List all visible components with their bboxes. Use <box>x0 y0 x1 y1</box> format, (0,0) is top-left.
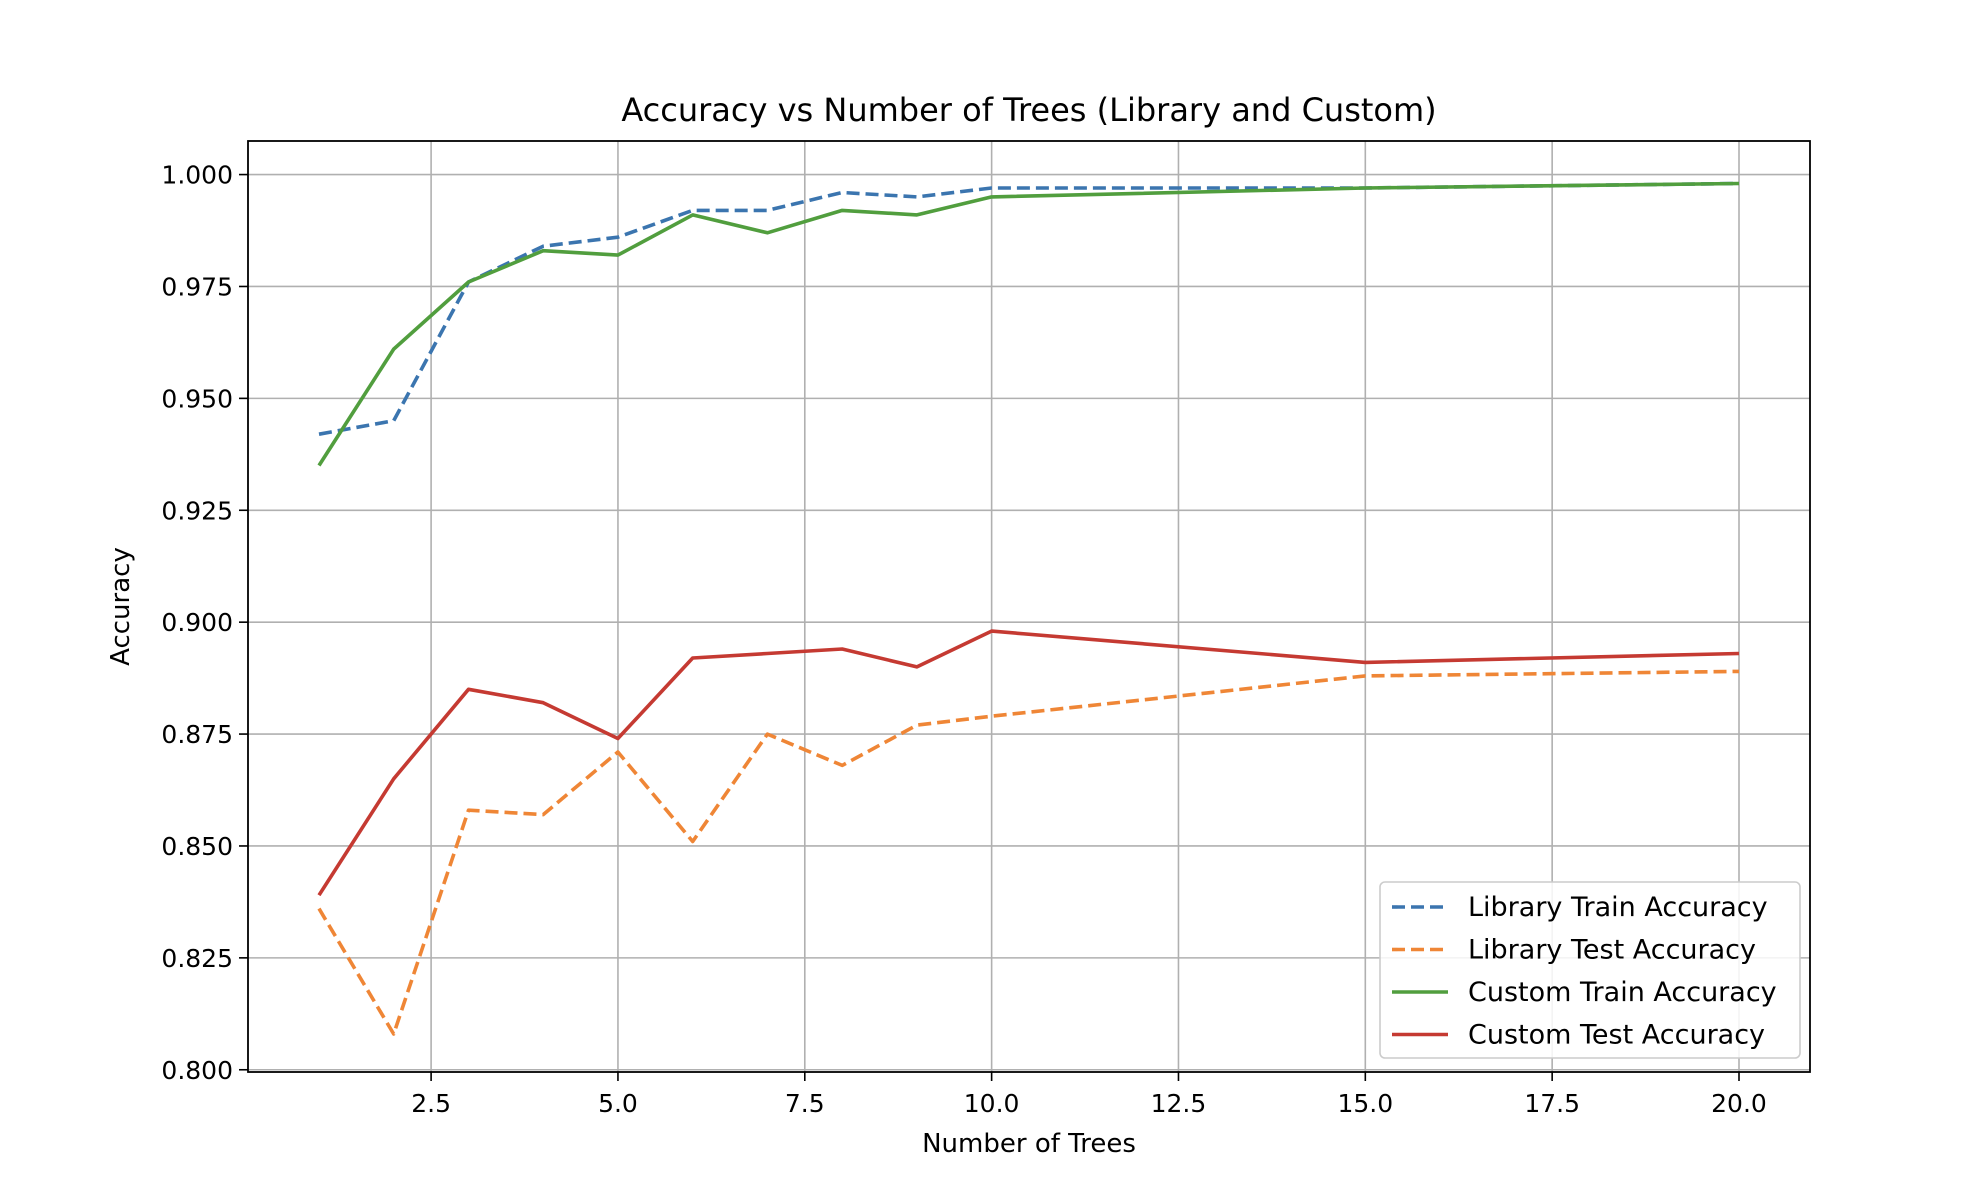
y-axis-title: Accuracy <box>106 547 136 666</box>
y-tick-label: 0.850 <box>161 832 233 861</box>
legend-box <box>1379 881 1801 1059</box>
series-line-2 <box>317 669 1740 1036</box>
y-tick-label: 1.000 <box>161 161 233 190</box>
legend-label: Library Test Accuracy <box>1468 935 1756 966</box>
legend-label: Library Train Accuracy <box>1468 892 1768 923</box>
x-tick-label: 20.0 <box>1711 1089 1767 1118</box>
x-tick-label: 2.5 <box>411 1089 451 1118</box>
y-tick-label: 0.800 <box>161 1056 233 1085</box>
legend-label: Custom Test Accuracy <box>1468 1020 1765 1051</box>
y-tick-label: 0.825 <box>161 944 233 973</box>
y-tick-label: 0.875 <box>161 720 233 749</box>
x-tick-label: 5.0 <box>598 1089 638 1118</box>
y-tick-label: 0.900 <box>161 608 233 637</box>
legend: Library Train Accuracy Library Test Accur… <box>1379 881 1801 1059</box>
series-lines <box>317 181 1740 1036</box>
series-line-4 <box>317 629 1740 897</box>
y-tick-label: 0.950 <box>161 384 233 413</box>
x-tick-label: 12.5 <box>1151 1089 1207 1118</box>
y-tick-label: 0.975 <box>161 272 233 301</box>
x-tick-label: 10.0 <box>964 1089 1020 1118</box>
series-line-3 <box>317 181 1740 467</box>
y-tick-label: 0.925 <box>161 496 233 525</box>
plot-frame <box>247 140 1811 1073</box>
chart-title: Accuracy vs Number of Trees (Library and… <box>621 91 1436 129</box>
x-tick-label: 15.0 <box>1337 1089 1393 1118</box>
axis-ticks: 2.5 5.0 7.5 10.0 12.5 15.0 17.5 20.0 0.800 0.825 0… <box>161 161 1766 1118</box>
legend-label: Custom Train Accuracy <box>1468 977 1777 1008</box>
x-axis-title: Number of Trees <box>922 1129 1136 1159</box>
x-tick-label: 7.5 <box>785 1089 825 1118</box>
x-tick-label: 17.5 <box>1524 1089 1580 1118</box>
